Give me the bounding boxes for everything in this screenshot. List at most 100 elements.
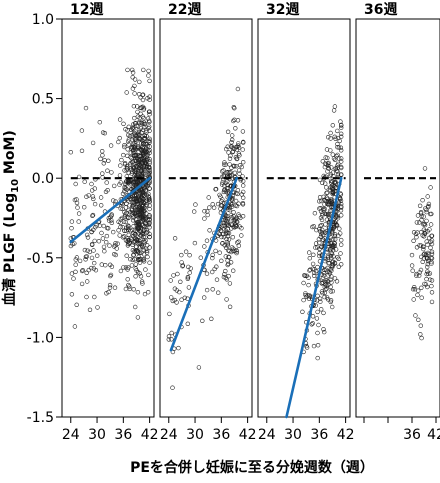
data-point (69, 271, 75, 276)
panel-4: 36週 36 42 (355, 2, 440, 443)
data-point (330, 289, 335, 294)
data-point (105, 168, 110, 173)
data-point (332, 233, 338, 239)
data-point (325, 269, 330, 274)
data-point (147, 161, 152, 166)
data-point (215, 201, 221, 207)
data-point (122, 161, 128, 166)
data-point (131, 287, 136, 292)
x-tick-label: 36 (212, 427, 230, 443)
data-point (135, 248, 140, 253)
data-point (230, 133, 235, 138)
data-point (83, 105, 89, 111)
data-point (118, 216, 124, 222)
data-point (121, 234, 127, 239)
data-point (135, 315, 141, 320)
data-point (147, 234, 152, 240)
data-point (133, 137, 139, 143)
data-point (166, 334, 172, 339)
data-point (210, 252, 215, 258)
data-point (325, 190, 330, 195)
data-point (106, 218, 112, 223)
data-point (429, 261, 434, 266)
data-point (71, 276, 76, 281)
data-point (314, 316, 320, 321)
data-point (100, 153, 105, 158)
data-point (147, 260, 152, 265)
data-point (106, 289, 111, 295)
data-point (421, 234, 427, 239)
data-point (224, 146, 229, 152)
data-point (144, 230, 149, 236)
data-point (325, 196, 330, 202)
data-point (202, 295, 207, 300)
data-point (85, 248, 90, 253)
data-point (79, 128, 85, 133)
data-point (234, 164, 239, 169)
data-point (147, 138, 152, 143)
data-point (177, 289, 182, 295)
data-point (231, 210, 236, 215)
data-point (330, 152, 335, 157)
data-point (135, 226, 140, 231)
data-point (314, 227, 319, 233)
data-point (327, 269, 332, 275)
data-point (310, 314, 316, 319)
data-point (117, 182, 122, 187)
trend-line (169, 176, 238, 352)
data-point (339, 159, 344, 164)
data-point (143, 142, 148, 147)
data-point (131, 164, 137, 170)
data-point (230, 137, 235, 143)
data-point (169, 295, 174, 300)
data-point (91, 260, 97, 266)
data-point (131, 125, 136, 130)
data-point (141, 239, 147, 245)
data-point (301, 280, 306, 286)
data-point (307, 268, 312, 273)
data-point (72, 324, 78, 329)
data-point (168, 278, 173, 283)
data-point (142, 135, 147, 141)
data-point (323, 282, 328, 287)
data-point (187, 270, 192, 275)
data-point (116, 228, 121, 233)
data-point (409, 263, 415, 268)
data-point (230, 204, 235, 209)
data-point (122, 143, 127, 148)
data-point (119, 157, 124, 163)
data-point (220, 197, 225, 202)
data-point (198, 255, 204, 260)
data-point (204, 287, 210, 293)
data-point (231, 104, 237, 110)
data-point (229, 197, 235, 202)
data-point (135, 160, 140, 166)
data-point (320, 180, 325, 186)
data-point (225, 258, 230, 263)
data-point (240, 129, 246, 134)
panel-title: 22週 (168, 2, 201, 18)
data-point (77, 258, 83, 264)
data-point (89, 188, 95, 193)
data-point (336, 161, 341, 167)
data-point (419, 218, 424, 223)
data-point (420, 198, 425, 203)
data-point (429, 299, 435, 305)
data-point (313, 241, 319, 246)
data-point (225, 189, 231, 194)
data-point (147, 203, 152, 208)
data-point (134, 198, 139, 203)
data-point (132, 158, 138, 164)
data-point (125, 277, 130, 282)
data-point (231, 224, 236, 229)
x-tick-label: 42 (337, 427, 355, 443)
data-point (310, 321, 315, 326)
data-point (140, 114, 145, 119)
data-point (416, 317, 421, 322)
data-point (109, 212, 114, 217)
data-point (106, 158, 111, 164)
data-point (210, 202, 215, 207)
data-point (89, 242, 95, 248)
data-point (137, 132, 142, 137)
